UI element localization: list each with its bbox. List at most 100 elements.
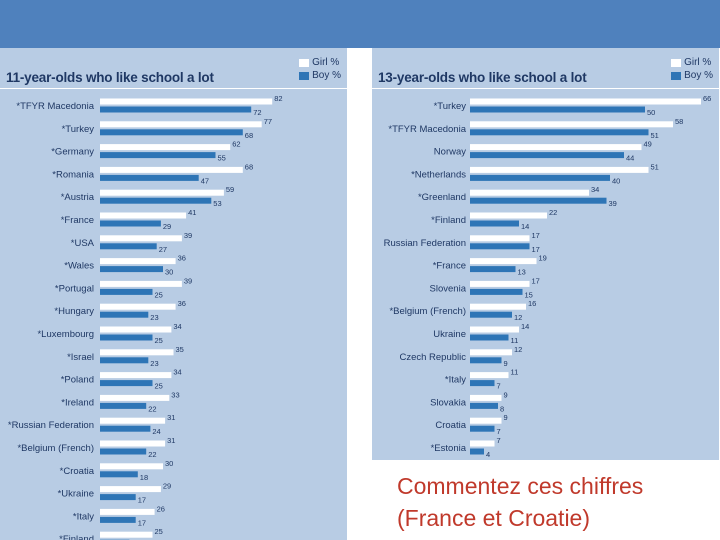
boy-bar: [100, 425, 151, 432]
category-label: *Finland: [431, 215, 466, 226]
boy-value-label: 53: [213, 199, 221, 208]
girl-value-label: 35: [176, 345, 184, 354]
boy-value-label: 50: [647, 108, 655, 117]
category-label: *Turkey: [62, 124, 95, 135]
category-label: *Russian Federation: [8, 420, 94, 431]
boy-value-label: 72: [253, 108, 261, 117]
category-label: *Hungary: [54, 306, 94, 317]
comment-line-2: (France et Croatie): [397, 505, 591, 531]
category-label: *Finland: [59, 534, 94, 540]
girl-bar: [100, 417, 166, 424]
girl-value-label: 41: [188, 208, 196, 217]
girl-value-label: 34: [591, 185, 599, 194]
boy-bar: [470, 402, 498, 409]
girl-bar: [100, 280, 182, 287]
girl-bar: [100, 486, 161, 493]
category-label: *Luxembourg: [37, 329, 94, 340]
girl-value-label: 58: [675, 117, 683, 126]
girl-bar: [470, 303, 526, 310]
boy-bar: [470, 197, 607, 204]
boy-value-label: 40: [612, 176, 620, 185]
category-label: *Estonia: [431, 443, 467, 454]
boy-bar: [470, 288, 523, 295]
boy-bar: [100, 174, 199, 181]
boy-bar: [470, 266, 516, 273]
girl-bar: [100, 144, 231, 151]
category-label: *Belgium (French): [17, 443, 94, 454]
boy-value-label: 15: [525, 290, 533, 299]
boy-value-label: 17: [138, 518, 146, 527]
boy-bar: [470, 129, 649, 136]
girl-bar: [470, 166, 649, 173]
legend-item-girl: Girl %: [299, 56, 341, 69]
boy-bar: [100, 471, 138, 478]
girl-bar: [470, 280, 530, 287]
boy-value-label: 14: [521, 222, 529, 231]
category-label: *Portugal: [55, 283, 94, 294]
girl-bar: [470, 394, 502, 401]
girl-bar: [100, 166, 243, 173]
girl-value-label: 51: [651, 162, 659, 171]
girl-value-label: 39: [184, 231, 192, 240]
boy-bar: [470, 334, 509, 341]
category-label: *France: [61, 215, 94, 226]
boy-bar: [470, 243, 530, 250]
girl-value-label: 19: [539, 254, 547, 263]
boy-value-label: 11: [511, 336, 519, 345]
category-label: *Wales: [64, 261, 94, 272]
girl-bar: [470, 235, 530, 242]
girl-bar: [470, 98, 701, 105]
boy-bar: [470, 448, 484, 455]
boy-value-label: 23: [150, 359, 158, 368]
title-separator: [0, 88, 347, 89]
girl-bar: [470, 417, 502, 424]
girl-bar: [470, 258, 537, 265]
girl-value-label: 25: [155, 527, 163, 536]
category-label: *Greenland: [418, 192, 466, 203]
category-label: Slovakia: [430, 397, 467, 408]
boy-bar: [470, 152, 624, 159]
girl-bar: [100, 349, 174, 356]
boy-value-label: 24: [152, 427, 160, 436]
girl-bar: [100, 326, 172, 333]
category-label: *Poland: [61, 375, 94, 386]
girl-bar: [470, 189, 589, 196]
girl-bar: [470, 212, 547, 219]
girl-bar: [470, 144, 642, 151]
girl-value-label: 31: [167, 413, 175, 422]
category-label: *France: [433, 261, 466, 272]
girl-bar: [470, 326, 519, 333]
boy-bar: [470, 311, 512, 318]
girl-value-label: 9: [504, 413, 508, 422]
category-label: *TFYR Macedonia: [388, 124, 466, 135]
boy-bar: [100, 220, 161, 227]
girl-bar: [100, 394, 170, 401]
girl-bar: [100, 303, 176, 310]
boy-value-label: 17: [138, 496, 146, 505]
boy-value-label: 51: [651, 131, 659, 140]
girl-value-label: 66: [703, 94, 711, 103]
boy-value-label: 47: [201, 176, 209, 185]
girl-bar: [100, 212, 187, 219]
boy-bar: [100, 129, 243, 136]
boy-bar: [100, 494, 136, 501]
girl-bar: [470, 349, 512, 356]
category-label: Russian Federation: [384, 238, 466, 249]
boy-bar: [100, 402, 147, 409]
boy-value-label: 27: [159, 245, 167, 254]
category-label: *Ukraine: [58, 489, 94, 500]
category-label: Slovenia: [430, 283, 467, 294]
girl-value-label: 59: [226, 185, 234, 194]
comment-box: Commentez ces chiffres (France et Croati…: [368, 460, 720, 540]
category-label: *Romania: [52, 169, 94, 180]
boy-value-label: 7: [497, 382, 501, 391]
category-label: *Italy: [445, 375, 466, 386]
girl-bar: [100, 463, 163, 470]
category-label: Croatia: [435, 420, 466, 431]
boy-value-label: 22: [148, 450, 156, 459]
boy-value-label: 18: [140, 473, 148, 482]
boy-value-label: 39: [609, 199, 617, 208]
girl-swatch: [671, 58, 682, 67]
girl-bar: [100, 189, 224, 196]
